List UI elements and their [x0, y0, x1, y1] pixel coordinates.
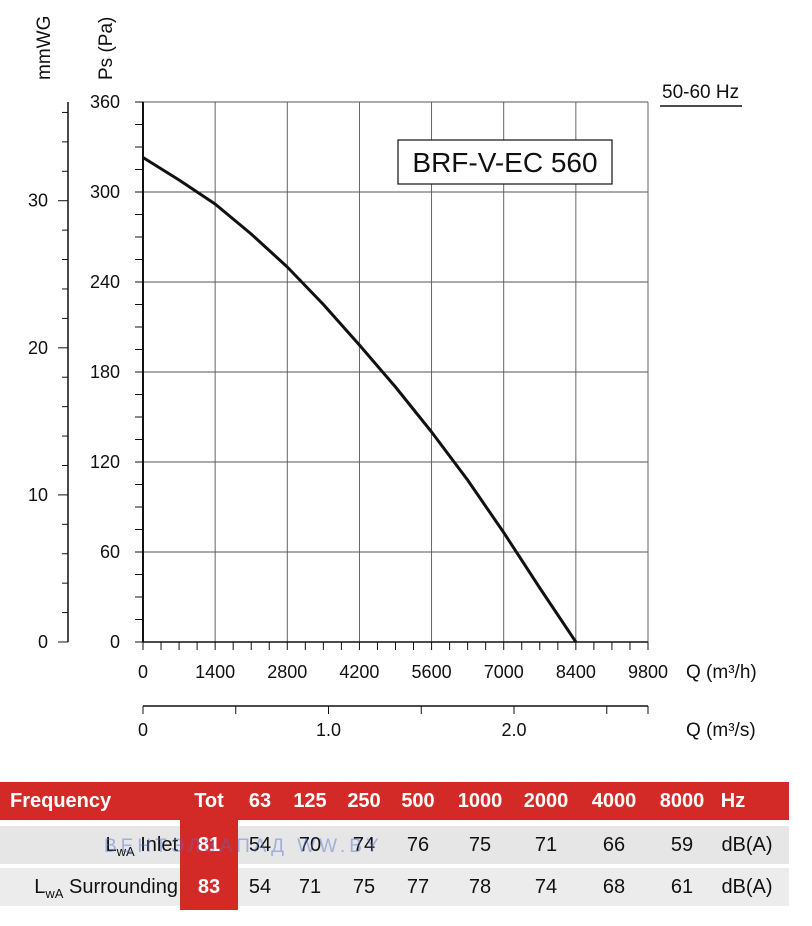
surrounding-500: 77 [406, 876, 430, 898]
tick-labels: 0 1400 2800 4200 5600 7000 8400 9800 0 60 120 180 24… [28, 92, 668, 740]
inlet-8000: 59 [670, 834, 694, 856]
surrounding-125: 71 [298, 876, 322, 898]
band-250: 250 [347, 790, 381, 812]
x-tick-label: 9800 [628, 662, 668, 682]
x-tick-label: 2800 [267, 662, 307, 682]
inlet-125: 70 [298, 834, 322, 856]
y2-tick-label: 30 [28, 191, 48, 211]
x-axis-label-m3s: Q (m³/s) [686, 720, 756, 741]
inlet-4000: 66 [602, 834, 626, 856]
y2-tick-label: 0 [38, 632, 48, 652]
table-row-inlet: LwA Inlet [0, 826, 789, 864]
fan-curve-line [142, 156, 578, 643]
y-tick-label: 240 [90, 272, 120, 292]
y2-tick-label: 20 [28, 338, 48, 358]
inlet-tot: 81 [197, 834, 221, 856]
surrounding-unit: dB(A) [721, 876, 773, 898]
surrounding-250: 75 [352, 876, 376, 898]
band-4000: 4000 [591, 790, 637, 812]
x2-tick-label: 2.0 [502, 720, 527, 740]
band-8000: 8000 [659, 790, 705, 812]
surrounding-4000: 68 [602, 876, 626, 898]
table-header-row: Frequency [0, 782, 789, 820]
sound-power-table: Frequency LwA Inlet LwA Surrounding Tot … [0, 782, 789, 910]
band-125: 125 [293, 790, 327, 812]
band-1000: 1000 [457, 790, 503, 812]
y2-tick-label: 10 [28, 485, 48, 505]
inlet-unit: dB(A) [721, 834, 773, 856]
surrounding-63: 54 [248, 876, 272, 898]
x-tick-label: 8400 [556, 662, 596, 682]
y-tick-label: 180 [90, 362, 120, 382]
inlet-63: 54 [248, 834, 272, 856]
inlet-500: 76 [406, 834, 430, 856]
y-tick-label: 360 [90, 92, 120, 112]
inlet-1000: 75 [468, 834, 492, 856]
x-tick-label: 0 [138, 662, 148, 682]
surrounding-2000: 74 [534, 876, 558, 898]
surrounding-tot: 83 [197, 876, 221, 898]
frequency-label-cell: Frequency [10, 790, 112, 812]
surrounding-label: LwA Surrounding [34, 876, 178, 901]
y-axis-label-mmwg: mmWG [34, 16, 55, 80]
axis-labels: Ps (Pa) mmWG Q (m³/h) Q (m³/s) 50-60 Hz [34, 16, 757, 741]
chart-title-box: BRF-V-EC 560 [397, 139, 613, 185]
x-tick-label: 4200 [339, 662, 379, 682]
series-group [142, 156, 578, 643]
header-tot: Tot [194, 790, 224, 812]
surrounding-1000: 78 [468, 876, 492, 898]
x-tick-label: 1400 [195, 662, 235, 682]
frequency-label: 50-60 Hz [662, 82, 739, 103]
y-axis-label-pa: Ps (Pa) [96, 17, 117, 80]
total-column [180, 782, 238, 910]
band-500: 500 [401, 790, 435, 812]
y-tick-label: 120 [90, 452, 120, 472]
grid [143, 101, 649, 642]
x-tick-label: 7000 [484, 662, 524, 682]
band-unit: Hz [720, 790, 746, 812]
band-2000: 2000 [523, 790, 569, 812]
x-tick-label: 5600 [412, 662, 452, 682]
x-axis-label-m3h: Q (m³/h) [686, 662, 757, 683]
surrounding-8000: 61 [670, 876, 694, 898]
axes [58, 101, 649, 714]
band-63: 63 [248, 790, 272, 812]
inlet-label: LwA Inlet [105, 834, 178, 859]
x2-tick-label: 1.0 [316, 720, 341, 740]
inlet-250: 74 [352, 834, 376, 856]
y-tick-label: 300 [90, 182, 120, 202]
y-tick-label: 0 [110, 632, 120, 652]
fan-curve-chart: 0 1400 2800 4200 5600 7000 8400 9800 0 60 120 180 24… [28, 16, 757, 741]
inlet-2000: 71 [534, 834, 558, 856]
table-row-surrounding: LwA Surrounding [0, 868, 789, 906]
y-tick-label: 60 [100, 542, 120, 562]
chart-title: BRF-V-EC 560 [412, 147, 597, 178]
x2-tick-label: 0 [138, 720, 148, 740]
